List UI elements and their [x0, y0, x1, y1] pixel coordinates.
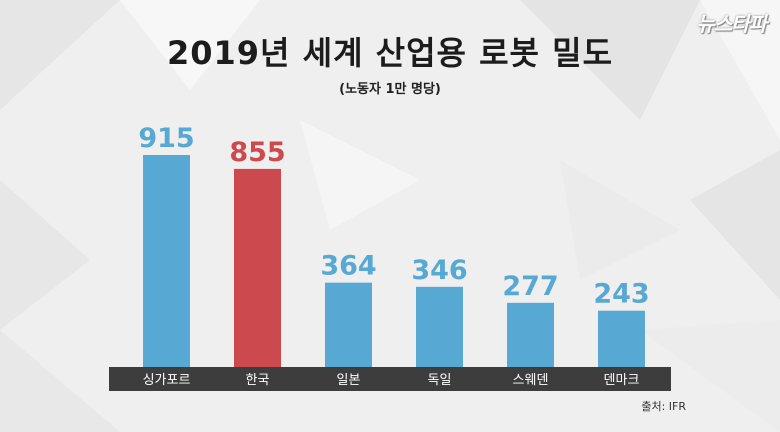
bar-2 [234, 168, 281, 367]
value-label-4: 346 [411, 255, 467, 286]
page-title: 2019년 세계 산업용 로봇 밀도 [166, 34, 614, 72]
value-label-2: 855 [229, 137, 285, 168]
category-label-4: 독일 [428, 373, 452, 388]
value-label-1: 915 [138, 123, 194, 154]
value-label-3: 364 [320, 251, 376, 282]
bar-3 [325, 282, 372, 367]
value-labels: 915 855 364 346 277 243 [138, 123, 649, 310]
value-label-5: 277 [502, 271, 558, 302]
category-axis-band [109, 367, 671, 391]
chart-subtitle: (노동자 1만 명당) [339, 82, 441, 97]
bar-6 [598, 310, 645, 367]
category-labels: 싱가포르 한국 일본 독일 스웨덴 덴마크 [143, 373, 640, 388]
category-label-1: 싱가포르 [143, 373, 191, 388]
category-label-5: 스웨덴 [513, 373, 549, 388]
source-note: 출처: IFR [641, 400, 686, 413]
category-label-2: 한국 [246, 373, 270, 388]
category-label-3: 일본 [337, 373, 361, 388]
category-label-6: 덴마크 [604, 373, 640, 388]
bar-series [143, 155, 645, 367]
value-label-6: 243 [593, 279, 649, 310]
bar-4 [416, 286, 463, 367]
brand-logo: 뉴스타파 [696, 12, 767, 36]
bar-1 [143, 155, 190, 367]
bar-5 [507, 302, 554, 367]
